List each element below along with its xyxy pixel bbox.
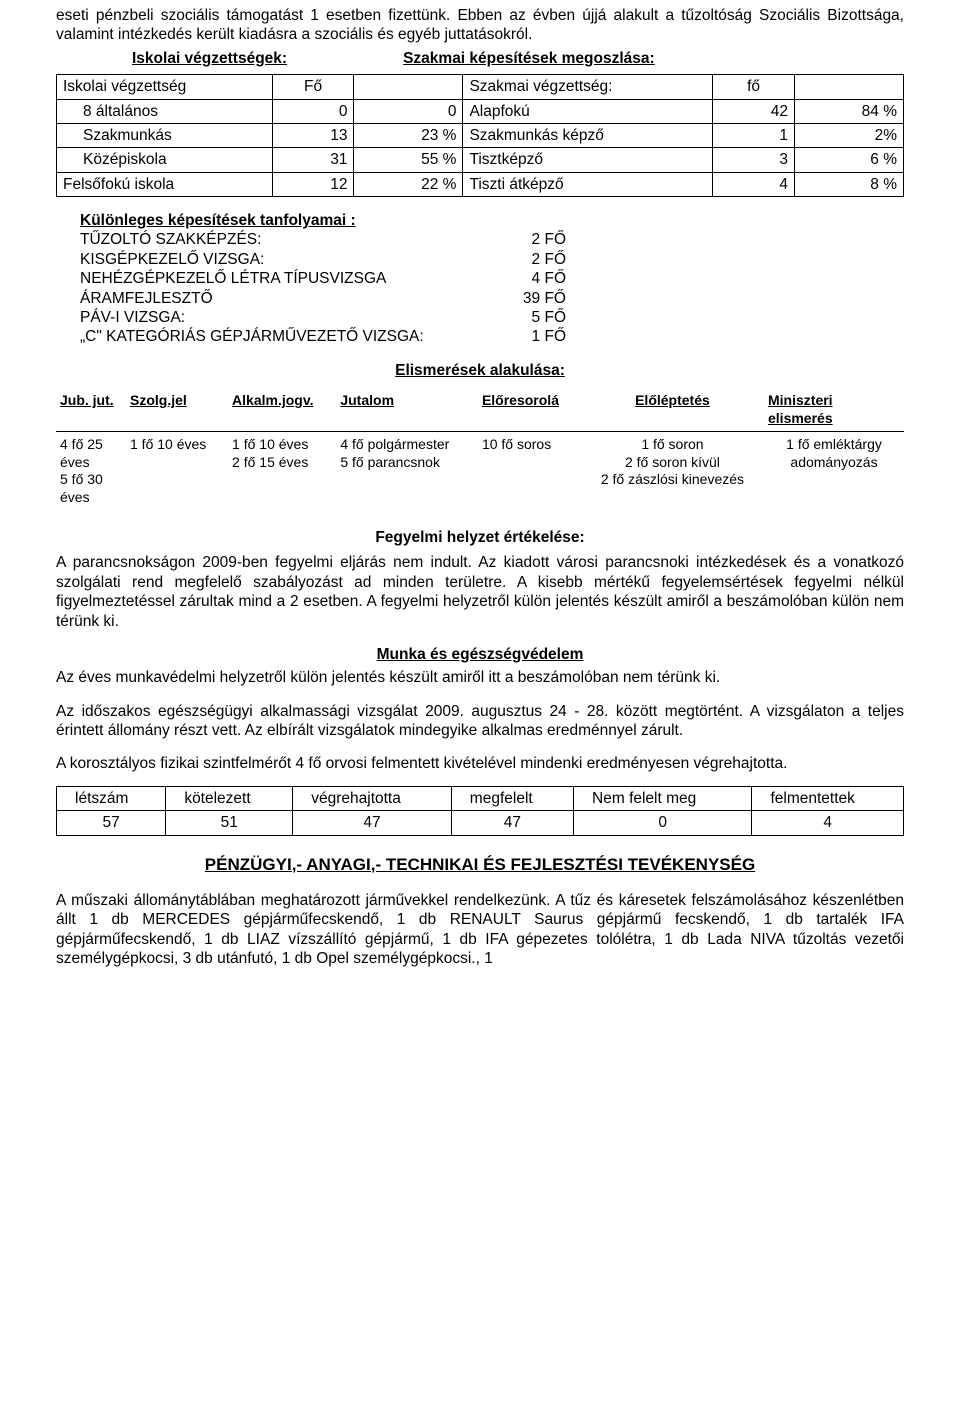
munka-p3: A korosztályos fizikai szintfelmérőt 4 f… [56,754,904,773]
recog-cell: 4 fő 25 éves5 fő 30 éves [56,432,126,511]
headings-row: Iskolai végzettségek: Szakmai képesítése… [56,49,904,68]
physical-table: létszám kötelezett végrehajtotta megfele… [56,786,904,836]
recog-data-row: 4 fő 25 éves5 fő 30 éves 1 fő 10 éves 1 … [56,432,904,511]
spec-value: 39 FŐ [500,289,566,308]
recog-th: Alkalm.jogv. [228,388,336,432]
phys-th: kötelezett [166,786,293,810]
fegyelmi-title: Fegyelmi helyzet értékelése: [56,528,904,547]
recog-th: Előléptetés [581,388,764,432]
cell: Középiskola [57,148,273,172]
spec-value: 2 FŐ [500,230,566,249]
cell: 3 [713,148,795,172]
intro-paragraph: eseti pénzbeli szociális támogatást 1 es… [56,6,904,45]
cell: 31 [272,148,354,172]
cell: 0 [272,99,354,123]
cell: 4 [713,172,795,196]
cell: 6 % [794,148,903,172]
table-row: Felsőfokú iskola 12 22 % Tiszti átképző … [57,172,904,196]
recog-cell: 4 fő polgármester5 fő parancsnok [336,432,478,511]
penzugyi-body: A műszaki állománytáblában meghatározott… [56,891,904,969]
phys-th: végrehajtotta [293,786,452,810]
recog-th: Jutalom [336,388,478,432]
spec-label: KISGÉPKEZELŐ VIZSGA: [80,250,500,269]
recog-th: Előresorolá [478,388,581,432]
cell: 13 [272,123,354,147]
spec-label: „C" KATEGÓRIÁS GÉPJÁRMŰVEZETŐ VIZSGA: [80,327,500,346]
heading-iskolai: Iskolai végzettségek: [132,49,287,68]
cell: Felsőfokú iskola [57,172,273,196]
cell: Tiszti átképző [463,172,713,196]
th-col4: Szakmai végzettség: [463,75,713,99]
recog-th: Szolg.jel [126,388,228,432]
cell: 12 [272,172,354,196]
education-table: Iskolai végzettség Fő Szakmai végzettség… [56,74,904,197]
phys-cell: 57 [57,811,166,835]
fegyelmi-body: A parancsnokságon 2009-ben fegyelmi eljá… [56,553,904,631]
recog-header-row: Jub. jut. Szolg.jel Alkalm.jogv. Jutalom… [56,388,904,432]
phys-data-row: 57 51 47 47 0 4 [57,811,904,835]
spec-label: NEHÉZGÉPKEZELŐ LÉTRA TÍPUSVIZSGA [80,269,500,288]
cell: 23 % [354,123,463,147]
recog-cell: 10 fő soros [478,432,581,511]
recog-cell: 1 fő 10 éves2 fő 15 éves [228,432,336,511]
table-row: Középiskola 31 55 % Tisztképző 3 6 % [57,148,904,172]
cell: Szakmunkás [57,123,273,147]
cell: 2% [794,123,903,147]
cell: 1 [713,123,795,147]
cell: 0 [354,99,463,123]
phys-th: felmentettek [752,786,904,810]
cell: 8 általános [57,99,273,123]
cell: Alapfokú [463,99,713,123]
recog-th: Jub. jut. [56,388,126,432]
phys-th: létszám [57,786,166,810]
penzugyi-title: PÉNZÜGYI,- ANYAGI,- TECHNIKAI ÉS FEJLESZ… [56,854,904,875]
spec-label: PÁV-I VIZSGA: [80,308,500,327]
recognitions-table: Jub. jut. Szolg.jel Alkalm.jogv. Jutalom… [56,388,904,510]
table-header-row: Iskolai végzettség Fő Szakmai végzettség… [57,75,904,99]
munka-title: Munka és egészségvédelem [56,645,904,664]
spec-training-list: TŰZOLTÓ SZAKKÉPZÉS:2 FŐ KISGÉPKEZELŐ VIZ… [56,230,904,346]
spec-value: 2 FŐ [500,250,566,269]
spec-value: 5 FŐ [500,308,566,327]
spec-value: 4 FŐ [500,269,566,288]
munka-p2: Az időszakos egészségügyi alkalmassági v… [56,702,904,741]
munka-p1: Az éves munkavédelmi helyzetről külön je… [56,668,904,687]
recog-th: Miniszteri elismerés [764,388,904,432]
cell: Tisztképző [463,148,713,172]
th-col5: fő [713,75,795,99]
cell: 8 % [794,172,903,196]
phys-cell: 4 [752,811,904,835]
spec-training-title: Különleges képesítések tanfolyamai : [80,211,904,230]
table-row: Szakmunkás 13 23 % Szakmunkás képző 1 2% [57,123,904,147]
heading-szakmai: Szakmai képesítések megoszlása: [403,49,655,68]
th-col6 [794,75,903,99]
th-col3 [354,75,463,99]
phys-cell: 51 [166,811,293,835]
cell: Szakmunkás képző [463,123,713,147]
recog-cell: 1 fő 10 éves [126,432,228,511]
spec-label: TŰZOLTÓ SZAKKÉPZÉS: [80,230,500,249]
phys-th: Nem felelt meg [574,786,752,810]
cell: 84 % [794,99,903,123]
th-col1: Iskolai végzettség [57,75,273,99]
phys-cell: 47 [293,811,452,835]
cell: 42 [713,99,795,123]
phys-cell: 0 [574,811,752,835]
cell: 55 % [354,148,463,172]
recog-cell: 1 fő emléktárgy adományozás [764,432,904,511]
spec-label: ÁRAMFEJLESZTŐ [80,289,500,308]
th-col2: Fő [272,75,354,99]
recognitions-title: Elismerések alakulása: [56,361,904,380]
spec-value: 1 FŐ [500,327,566,346]
cell: 22 % [354,172,463,196]
phys-header-row: létszám kötelezett végrehajtotta megfele… [57,786,904,810]
phys-th: megfelelt [451,786,573,810]
phys-cell: 47 [451,811,573,835]
recog-cell: 1 fő soron2 fő soron kívül2 fő zászlósi … [581,432,764,511]
table-row: 8 általános 0 0 Alapfokú 42 84 % [57,99,904,123]
